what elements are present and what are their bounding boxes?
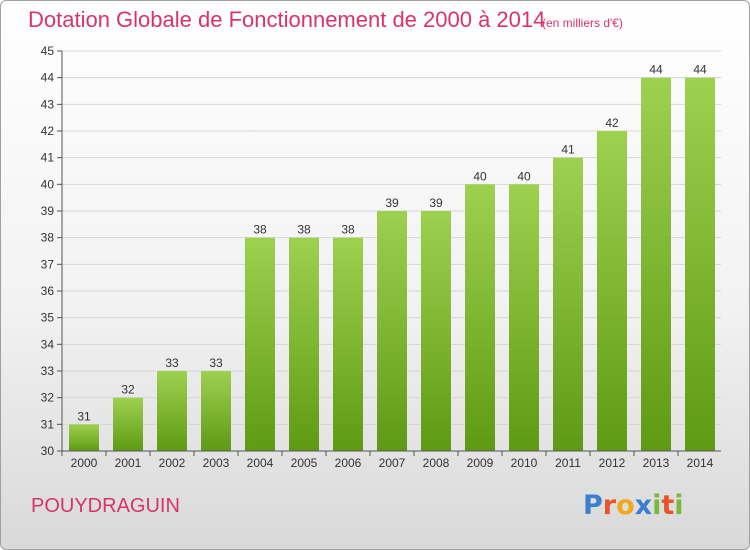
- proxiti-logo-letter: P: [583, 490, 603, 521]
- y-tick-label: 43: [41, 97, 55, 111]
- data-label-2002: 33: [165, 356, 179, 370]
- bar-2007[interactable]: [377, 211, 407, 451]
- data-label-2003: 33: [209, 356, 223, 370]
- y-tick-label: 33: [41, 364, 55, 378]
- proxiti-logo-letter: i: [652, 490, 662, 521]
- data-label-2001: 32: [121, 383, 135, 397]
- x-tick-label-2014: 2014: [687, 456, 714, 470]
- proxiti-logo-letter: o: [616, 490, 635, 521]
- bar-2009[interactable]: [465, 184, 495, 452]
- bar-2000[interactable]: [69, 424, 99, 451]
- data-label-2000: 31: [77, 409, 91, 423]
- data-label-2009: 40: [473, 169, 487, 183]
- x-tick-label-2013: 2013: [643, 456, 670, 470]
- x-tick-label-2008: 2008: [423, 456, 450, 470]
- chart-title: Dotation Globale de Fonctionnement de 20…: [28, 7, 546, 32]
- x-tick-label-2003: 2003: [203, 456, 230, 470]
- bar-2010[interactable]: [509, 184, 539, 452]
- bar-2004[interactable]: [245, 237, 275, 451]
- x-tick-label-2011: 2011: [555, 456, 581, 470]
- bar-2011[interactable]: [553, 157, 583, 451]
- bar-2008[interactable]: [421, 211, 451, 451]
- y-tick-label: 39: [41, 204, 55, 218]
- x-tick-label-2012: 2012: [599, 456, 626, 470]
- proxiti-logo-letter: t: [661, 490, 675, 521]
- bar-2013[interactable]: [641, 77, 671, 452]
- x-tick-label-2006: 2006: [335, 456, 362, 470]
- commune-name: POUYDRAGUIN: [31, 495, 180, 517]
- chart-subtitle: (en milliers d'€): [542, 16, 623, 30]
- proxiti-logo-letter: r: [602, 490, 617, 521]
- y-tick-label: 37: [41, 257, 55, 271]
- data-label-2007: 39: [385, 196, 399, 210]
- bar-2003[interactable]: [201, 371, 231, 451]
- y-tick-label: 42: [41, 124, 55, 138]
- data-label-2011: 41: [561, 143, 575, 157]
- x-tick-label-2001: 2001: [115, 456, 142, 470]
- proxiti-logo-letter: i: [674, 490, 684, 521]
- y-tick-label: 45: [41, 44, 55, 58]
- data-label-2010: 40: [517, 169, 531, 183]
- x-tick-label-2004: 2004: [247, 456, 274, 470]
- y-tick-label: 36: [41, 284, 55, 298]
- y-tick-label: 44: [41, 71, 55, 85]
- bar-2012[interactable]: [597, 131, 627, 451]
- bars: 31 32 33 33 38 38 38 39 39 40 40 41 42 44 44: [69, 63, 715, 452]
- y-tick-label: 32: [41, 391, 55, 405]
- data-label-2004: 38: [253, 223, 267, 237]
- x-tick-label-2005: 2005: [291, 456, 318, 470]
- x-tick-label-2000: 2000: [71, 456, 98, 470]
- data-label-2013: 44: [649, 63, 663, 77]
- x-tick-label-2009: 2009: [467, 456, 494, 470]
- bar-2014[interactable]: [685, 77, 715, 452]
- proxiti-logo-letter: x: [634, 490, 653, 521]
- y-tick-label: 40: [41, 177, 55, 191]
- data-label-2012: 42: [605, 116, 619, 130]
- bar-2002[interactable]: [157, 371, 187, 451]
- proxiti-logo[interactable]: Proxiti: [583, 490, 684, 521]
- bar-2006[interactable]: [333, 237, 363, 451]
- y-tick-label: 35: [41, 311, 55, 325]
- y-tick-label: 30: [41, 444, 55, 458]
- y-tick-label: 41: [41, 151, 55, 165]
- x-tick-label-2010: 2010: [511, 456, 538, 470]
- data-label-2008: 39: [429, 196, 443, 210]
- y-tick-label: 38: [41, 231, 55, 245]
- y-tick-label: 34: [41, 337, 55, 351]
- axes: 30 31 32 33 34 35 36 37 38 39 40 41 42 43 44 45 2000 2001…: [41, 44, 721, 470]
- x-tick-label-2002: 2002: [159, 456, 186, 470]
- bar-2001[interactable]: [113, 397, 143, 451]
- y-tick-label: 31: [41, 417, 55, 431]
- data-label-2014: 44: [693, 63, 707, 77]
- bar-2005[interactable]: [289, 237, 319, 451]
- x-tick-label-2007: 2007: [379, 456, 406, 470]
- data-label-2006: 38: [341, 223, 355, 237]
- data-label-2005: 38: [297, 223, 311, 237]
